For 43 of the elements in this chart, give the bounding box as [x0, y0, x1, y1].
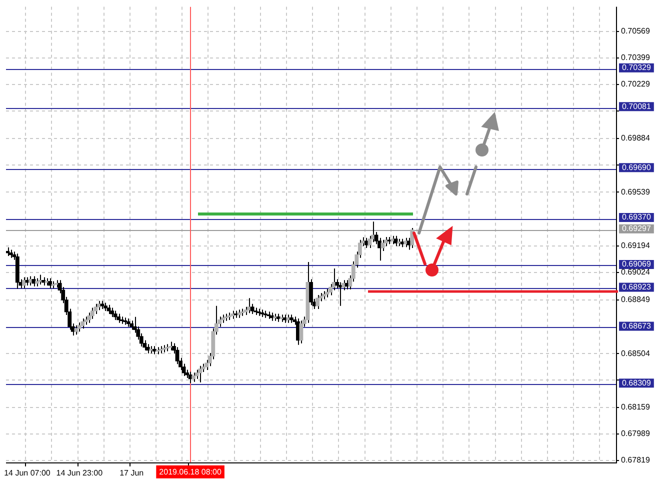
candlestick	[130, 320, 134, 330]
ref-line-label: 0.69069	[622, 260, 652, 269]
y-tick-label: 0.67819	[621, 456, 650, 465]
ref-line-label: 0.68673	[622, 321, 652, 330]
x-tick-label: 14 Jun 23:00	[56, 468, 104, 478]
candlestick	[404, 237, 408, 248]
candlestick	[90, 307, 94, 320]
candlestick	[97, 300, 101, 311]
y-tick-label: 0.68849	[621, 295, 650, 304]
y-tick-label: 0.67989	[621, 429, 650, 438]
y-tick-label: 0.70229	[621, 80, 650, 89]
candlestick	[192, 372, 196, 382]
y-tick-label: 0.69024	[621, 268, 650, 277]
y-tick-label: 0.70399	[621, 53, 650, 62]
candlestick	[77, 322, 82, 332]
y-tick-label: 0.68159	[621, 402, 650, 412]
ref-line-label: 0.70081	[622, 102, 652, 111]
candlestick	[80, 318, 85, 330]
candlestick	[94, 303, 98, 315]
candlestick	[384, 236, 388, 247]
y-tick-label: 0.70569	[621, 26, 650, 36]
x-tick-label: 14 Jun 07:00	[4, 468, 51, 478]
candlestick	[87, 312, 92, 324]
ref-line-label: 0.70329	[622, 63, 652, 72]
candlestick	[316, 294, 320, 310]
ref-line-label: 0.69690	[622, 162, 652, 172]
ref-line-label: 0.69370	[622, 212, 652, 222]
y-tick-label: 0.69539	[621, 187, 650, 196]
candlestick	[74, 324, 78, 336]
ref-line-label: 0.69297	[622, 224, 652, 234]
x-tick-label: 17 Jun	[120, 468, 144, 478]
y-tick-label: 0.69194	[621, 241, 650, 250]
candlestick	[110, 307, 114, 318]
candlestick	[247, 298, 251, 314]
ref-line-label: 0.68309	[622, 378, 652, 388]
candlestick	[116, 313, 120, 324]
ref-line-label: 0.68923	[622, 282, 652, 292]
candlestick	[309, 278, 313, 306]
x-tick-label: 2019.06.18 08:00	[159, 468, 222, 477]
y-tick-label: 0.69884	[621, 134, 650, 143]
y-tick-label: 0.68504	[621, 348, 650, 358]
candlestick	[194, 369, 199, 380]
candlestick	[198, 365, 202, 383]
